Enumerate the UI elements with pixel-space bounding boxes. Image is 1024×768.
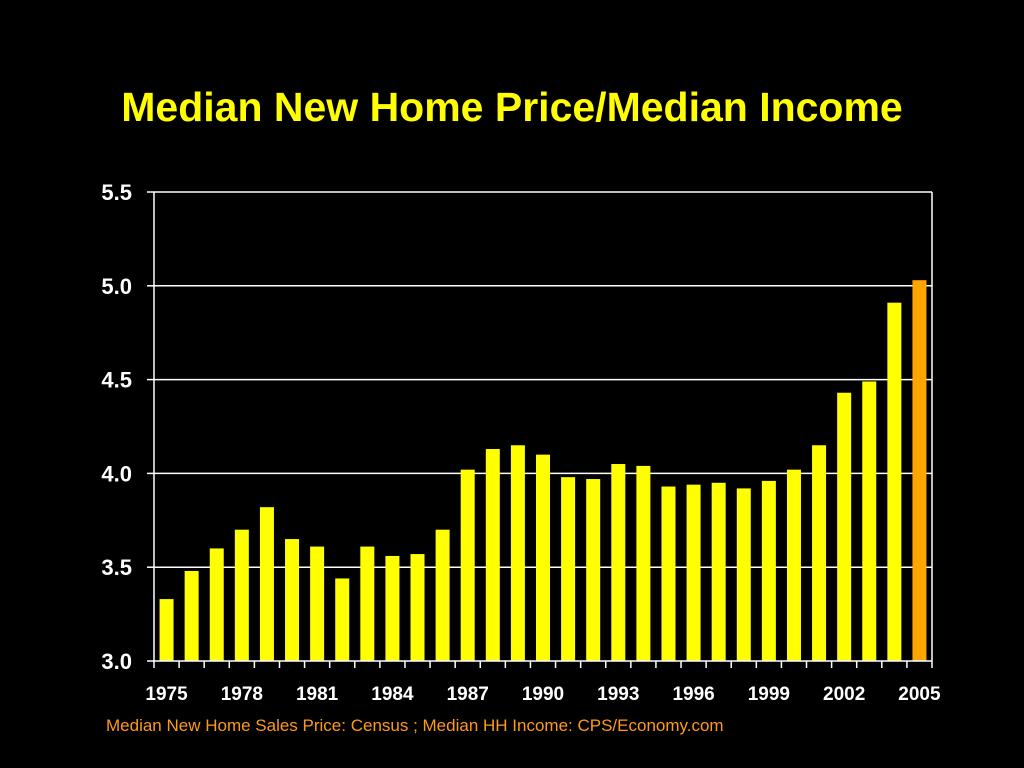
chart-title: Median New Home Price/Median Income (121, 84, 903, 130)
bar-2001 (812, 445, 827, 661)
bar-1983 (360, 546, 375, 661)
bar-1996 (686, 484, 701, 661)
y-tick-label: 4.5 (101, 368, 132, 393)
bar-1999 (761, 480, 776, 661)
x-tick-label: 1984 (371, 684, 414, 705)
x-tick-label: 1996 (672, 684, 714, 705)
x-tick-label: 1978 (221, 684, 263, 705)
bar-1988 (485, 449, 500, 661)
bar-1993 (611, 464, 626, 661)
bar-1976 (184, 570, 199, 661)
bar-1991 (561, 477, 576, 661)
y-tick-label: 3.5 (101, 555, 132, 580)
x-tick-label: 1990 (522, 684, 564, 705)
x-tick-label: 1993 (597, 684, 639, 705)
bar-2005 (912, 280, 927, 661)
source-note: Median New Home Sales Price: Census ; Me… (106, 716, 724, 735)
y-tick-label: 4.0 (101, 461, 132, 486)
bar-1994 (636, 465, 651, 661)
bar-1989 (510, 445, 525, 661)
x-tick-label: 2002 (823, 684, 865, 705)
bar-1980 (285, 539, 300, 661)
bar-1981 (310, 546, 325, 661)
bar-2002 (837, 392, 852, 661)
bar-1977 (209, 548, 224, 661)
x-tick-label: 1987 (447, 684, 489, 705)
bar-1982 (335, 578, 350, 661)
bar-2004 (887, 302, 902, 661)
x-tick-labels: 1975 1978 1981 1984 1987 1990 1993 1996 1999 2002… (145, 684, 941, 705)
bar-1985 (410, 554, 425, 661)
x-tick-label: 1981 (296, 684, 339, 705)
bar-1975 (159, 599, 174, 661)
y-tick-labels: 3.0 3.5 4.0 4.5 5.0 5.5 (101, 180, 132, 674)
x-tick-label: 1975 (145, 684, 188, 705)
bar-2000 (786, 469, 801, 661)
bar-1984 (385, 555, 400, 661)
bar-1979 (259, 507, 274, 661)
y-tick-label: 5.5 (101, 180, 132, 205)
bar-2003 (862, 381, 877, 661)
bar-1990 (536, 454, 550, 661)
bar-1986 (435, 529, 450, 661)
bar-1992 (586, 479, 601, 661)
bars (159, 280, 927, 661)
y-tick-label: 5.0 (101, 274, 132, 299)
bar-1997 (711, 482, 726, 661)
bar-1998 (736, 488, 751, 661)
x-tick-label: 2005 (898, 684, 941, 705)
bar-1987 (460, 469, 475, 661)
y-tick-label: 3.0 (101, 649, 132, 674)
axes (147, 191, 933, 668)
bar-1978 (234, 529, 249, 661)
x-tick-label: 1999 (748, 684, 790, 705)
bar-1995 (661, 486, 676, 661)
